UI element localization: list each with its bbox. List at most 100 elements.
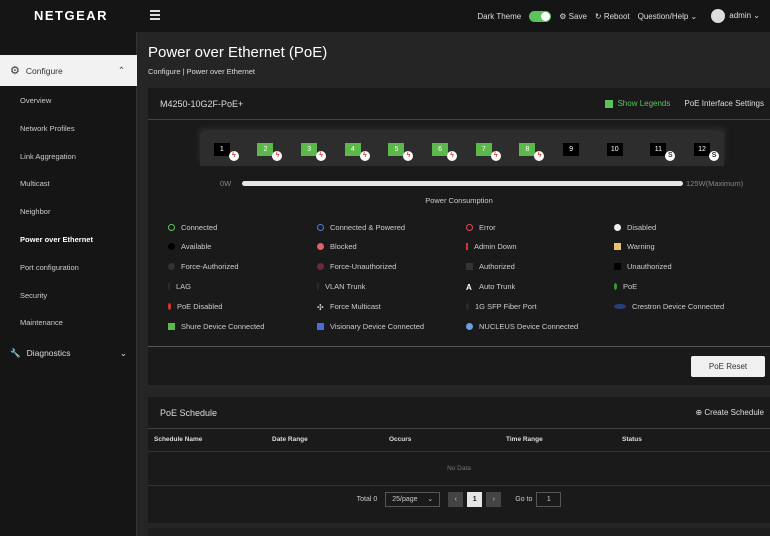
legend-label: LAG <box>176 282 192 291</box>
sidebar-configure[interactable]: ⚙ Configure ⌃ <box>0 55 137 86</box>
legend-label: Crestron Device Connected <box>632 302 725 311</box>
menu-icon[interactable] <box>150 10 160 22</box>
poe-disabled-badge-icon: ϟ <box>490 151 501 161</box>
legend-label: Admin Down <box>474 242 517 251</box>
crestron-icon <box>614 304 626 309</box>
legend-label: VLAN Trunk <box>325 282 366 291</box>
create-schedule-label: Create Schedule <box>704 408 764 417</box>
sidebar-item-neighbor[interactable]: Neighbor <box>20 207 51 216</box>
goto-input[interactable]: 1 <box>536 491 562 507</box>
sidebar-diagnostics[interactable]: 🔧 Diagnostics ⌄ <box>10 348 127 359</box>
sidebar-item-security[interactable]: Security <box>20 291 48 300</box>
poe-device-panel: M4250-10G2F-PoE+ Show Legends PoE Interf… <box>148 88 770 385</box>
legend-item: NUCLEUS Device Connected <box>466 322 578 331</box>
sidebar-item-maintenance[interactable]: Maintenance <box>20 318 63 327</box>
power-consumption-label: Power Consumption <box>425 196 493 205</box>
save-label: Save <box>568 11 587 21</box>
legend-item: LAG <box>168 282 191 291</box>
sfp-icon <box>466 303 469 310</box>
total-count: Total 0 <box>356 495 378 503</box>
port-number: 3 <box>307 146 312 153</box>
user-menu[interactable]: admin ⌄ <box>711 9 760 23</box>
legend-label: Force Multicast <box>330 302 381 311</box>
sidebar-item-port-configuration[interactable]: Port configuration <box>20 263 79 272</box>
sidebar-item-link-aggregation[interactable]: Link Aggregation <box>20 152 76 161</box>
dark-theme-toggle[interactable] <box>529 10 552 22</box>
legend-label: Connected & Powered <box>330 223 406 232</box>
show-legends-label: Show Legends <box>617 99 671 108</box>
legend-label: Unauthorized <box>627 262 672 271</box>
sidebar-item-multicast[interactable]: Multicast <box>20 179 50 188</box>
help-dropdown[interactable]: Question/Help ⌄ <box>637 11 698 21</box>
legend-label: Force-Unauthorized <box>330 262 397 271</box>
checkbox-icon <box>605 99 614 108</box>
top-bar: NETGEAR Dark Theme ⚙ Save ↻ Reboot Quest… <box>0 0 770 32</box>
port-10[interactable]: 10 <box>606 143 623 156</box>
legend-label: Available <box>181 242 212 251</box>
poe-schedule-panel: PoE Schedule ⊕ Create Schedule Schedule … <box>148 397 770 523</box>
configure-label: Configure <box>25 65 63 76</box>
help-label: Question/Help <box>637 11 689 21</box>
legend-label: Disabled <box>627 223 657 232</box>
lag-icon <box>168 283 170 290</box>
lock-icon <box>614 263 621 270</box>
page-button[interactable]: 1 <box>467 491 483 507</box>
sidebar-item-network-profiles[interactable]: Network Profiles <box>20 124 75 133</box>
poe-disabled-badge-icon: ϟ <box>403 151 414 161</box>
circle-red-icon <box>466 224 473 231</box>
force-multicast-icon: ✣ <box>317 303 324 312</box>
create-schedule-button[interactable]: ⊕ Create Schedule <box>695 408 764 417</box>
wrench-icon: 🔧 <box>10 348 21 358</box>
port-12[interactable]: 12 S <box>694 143 720 161</box>
reboot-button[interactable]: ↻ Reboot <box>594 11 630 21</box>
vlan-trunk-icon <box>317 283 319 290</box>
save-button[interactable]: ⚙ Save <box>559 11 587 21</box>
show-legends-checkbox[interactable]: Show Legends <box>605 99 670 108</box>
poe-interface-settings-link[interactable]: PoE Interface Settings <box>684 99 764 108</box>
poe-reset-button[interactable]: PoE Reset <box>691 356 765 377</box>
page-size-select[interactable]: 25/page ⌄ <box>385 491 441 507</box>
port-number: 6 <box>438 146 443 153</box>
poe-disabled-icon <box>168 303 171 310</box>
legend-item: PoE Disabled <box>168 302 222 311</box>
auto-trunk-icon: A <box>466 283 472 292</box>
sidebar-item-overview[interactable]: Overview <box>20 96 52 105</box>
legend-label: Force-Authorized <box>181 262 239 271</box>
legend-item: Warning <box>614 242 655 251</box>
legend-label: Connected <box>181 223 218 232</box>
port-number: 7 <box>481 146 486 153</box>
port-number: 5 <box>394 146 399 153</box>
port-11[interactable]: 11 S <box>650 143 676 161</box>
prev-page-button[interactable]: ‹ <box>448 491 464 507</box>
legend-item: Available <box>168 242 211 251</box>
legend-label: Warning <box>627 242 655 251</box>
legend-label: NUCLEUS Device Connected <box>479 322 579 331</box>
legend-item: Force-Authorized <box>168 262 239 271</box>
visionary-icon <box>317 323 324 330</box>
power-consumption-bar <box>242 181 683 186</box>
dark-theme-label: Dark Theme <box>477 11 522 21</box>
port-number: 1 <box>219 146 224 153</box>
reboot-label: Reboot <box>603 11 630 21</box>
next-page-button[interactable]: › <box>486 491 502 507</box>
chevron-down-icon: ⌄ <box>119 348 127 358</box>
poe-disabled-badge-icon: ϟ <box>316 151 327 161</box>
sidebar: ⚙ Configure ⌃ Overview Network Profiles Li… <box>0 32 137 536</box>
legend-item: Error <box>466 223 496 232</box>
legend-item: Shure Device Connected <box>168 322 264 331</box>
legend-label: 1G SFP Fiber Port <box>475 302 537 311</box>
legend-label: Error <box>479 223 496 232</box>
circle-blue-icon <box>317 224 324 231</box>
admin-down-icon <box>466 243 468 250</box>
sidebar-item-poe[interactable]: Power over Ethernet <box>20 235 93 244</box>
port-9[interactable]: 9 <box>563 143 580 156</box>
port-number: 8 <box>525 146 530 153</box>
